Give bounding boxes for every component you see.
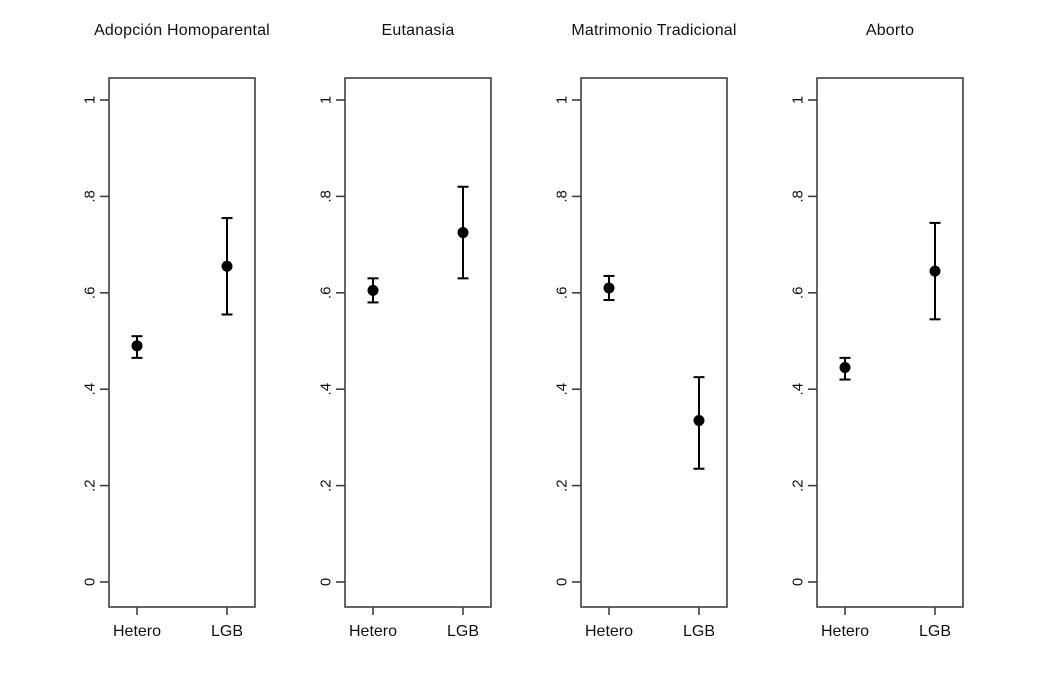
y-tick-label: 0: [554, 578, 571, 586]
point-marker: [457, 227, 469, 239]
y-tick-label: 1: [554, 96, 571, 104]
y-tick-label: .6: [318, 287, 335, 300]
y-tick-label: 1: [82, 96, 99, 104]
x-category-label: Hetero: [821, 623, 869, 640]
x-category-label: LGB: [919, 623, 951, 640]
error-bar-hetero: [839, 356, 851, 381]
error-bar-hetero: [367, 277, 379, 304]
y-tick-label: .4: [318, 383, 335, 396]
x-category-label: LGB: [211, 623, 243, 640]
point-marker: [929, 265, 941, 277]
point-marker: [367, 284, 379, 296]
panel-matrimonio-tradicional: Matrimonio Tradicional 0 .2 .4 .6 .8 1 Hetero L…: [506, 0, 742, 684]
point-marker: [693, 415, 705, 427]
plot-area: 0 .2 .4 .6 .8 1 Hetero LGB: [790, 77, 964, 640]
y-tick-label: 1: [318, 96, 335, 104]
point-marker: [221, 260, 233, 272]
point-marker: [131, 340, 143, 352]
plot-box: [816, 77, 964, 608]
error-bar-lgb: [221, 217, 233, 316]
y-tick-label: .4: [790, 383, 807, 396]
plot-box: [344, 77, 492, 608]
plot-box: [108, 77, 256, 608]
panel-title: Matrimonio Tradicional: [571, 22, 737, 39]
error-bar-hetero: [131, 335, 143, 359]
y-tick-label: .6: [554, 287, 571, 300]
plot-box: [580, 77, 728, 608]
panel-eutanasia: Eutanasia 0 .2 .4 .6 .8 1 Hetero LGB: [270, 0, 506, 684]
point-marker: [839, 362, 851, 374]
point-marker: [603, 282, 615, 294]
x-category-label: Hetero: [585, 623, 633, 640]
y-tick-label: .6: [790, 287, 807, 300]
y-tick-label: .8: [790, 190, 807, 203]
panel-aborto: Aborto 0 .2 .4 .6 .8 1 Hetero LGB: [742, 0, 978, 684]
y-tick-label: 1: [790, 96, 807, 104]
y-tick-label: .8: [318, 190, 335, 203]
panel-title: Aborto: [865, 22, 915, 39]
x-category-label: Hetero: [113, 623, 161, 640]
y-tick-label: .4: [82, 383, 99, 396]
y-tick-label: .2: [318, 479, 335, 492]
y-tick-label: 0: [790, 578, 807, 586]
y-tick-label: .4: [554, 383, 571, 396]
plot-area: 0 .2 .4 .6 .8 1 Hetero LGB: [82, 77, 256, 640]
plot-area: 0 .2 .4 .6 .8 1 Hetero LGB: [554, 77, 728, 640]
y-tick-label: 0: [318, 578, 335, 586]
panel-title: Adopción Homoparental: [94, 22, 270, 39]
y-tick-label: .2: [554, 479, 571, 492]
plot-area: 0 .2 .4 .6 .8 1 Hetero LGB: [318, 77, 492, 640]
panel-adopcion-homoparental: Adopción Homoparental 0 .2 .4 .6 .8 1 Hetero LG…: [34, 0, 270, 684]
x-category-label: LGB: [447, 623, 479, 640]
y-tick-label: .6: [82, 287, 99, 300]
y-tick-label: .8: [82, 190, 99, 203]
error-bar-hetero: [603, 274, 615, 302]
error-bar-lgb: [693, 376, 705, 470]
y-tick-label: .2: [790, 479, 807, 492]
x-category-label: LGB: [683, 623, 715, 640]
x-category-label: Hetero: [349, 623, 397, 640]
error-bar-lgb: [457, 185, 469, 280]
y-tick-label: .2: [82, 479, 99, 492]
y-tick-label: 0: [82, 578, 99, 586]
error-bar-lgb: [929, 221, 941, 321]
panel-title: Eutanasia: [381, 22, 455, 39]
y-tick-label: .8: [554, 190, 571, 203]
